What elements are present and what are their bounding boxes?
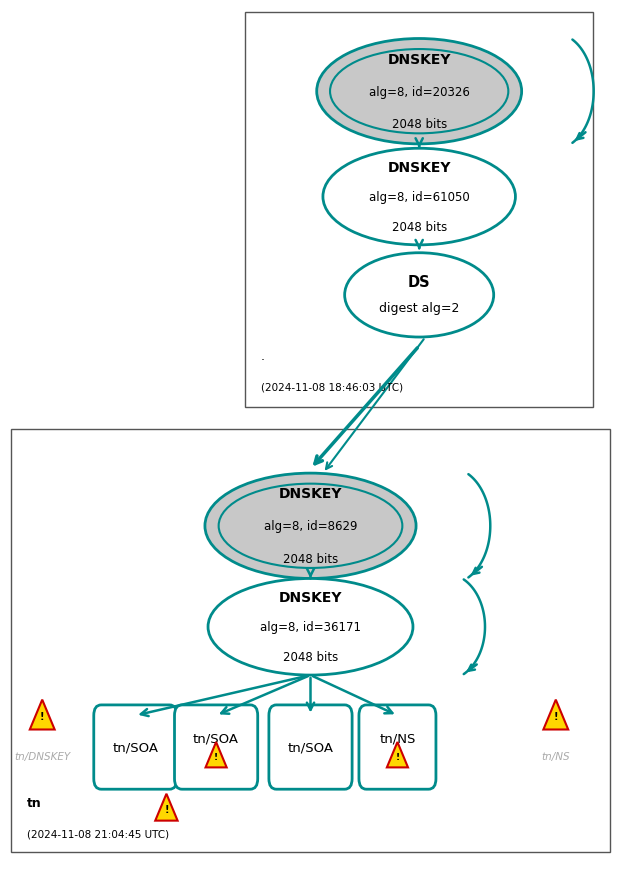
Text: 2048 bits: 2048 bits <box>283 651 338 664</box>
Text: alg=8, id=20326: alg=8, id=20326 <box>369 86 469 98</box>
Text: (2024-11-08 18:46:03 UTC): (2024-11-08 18:46:03 UTC) <box>261 382 403 392</box>
Polygon shape <box>543 700 568 730</box>
Ellipse shape <box>317 39 522 145</box>
Text: 2048 bits: 2048 bits <box>392 221 446 234</box>
Text: alg=8, id=8629: alg=8, id=8629 <box>264 520 357 532</box>
Polygon shape <box>387 742 408 767</box>
FancyBboxPatch shape <box>94 705 177 789</box>
Text: 2048 bits: 2048 bits <box>392 118 446 132</box>
FancyBboxPatch shape <box>11 430 610 852</box>
Polygon shape <box>206 742 227 767</box>
Ellipse shape <box>208 579 413 675</box>
Text: alg=8, id=36171: alg=8, id=36171 <box>260 621 361 633</box>
Text: 2048 bits: 2048 bits <box>283 553 338 566</box>
FancyBboxPatch shape <box>175 705 258 789</box>
Text: digest alg=2: digest alg=2 <box>379 302 460 315</box>
Text: tn/NS: tn/NS <box>542 751 570 760</box>
Text: !: ! <box>214 752 218 761</box>
Text: (2024-11-08 21:04:45 UTC): (2024-11-08 21:04:45 UTC) <box>27 829 169 838</box>
FancyBboxPatch shape <box>359 705 436 789</box>
Polygon shape <box>30 700 55 730</box>
FancyBboxPatch shape <box>245 13 593 408</box>
Text: !: ! <box>164 804 169 814</box>
Text: tn/SOA: tn/SOA <box>193 731 239 745</box>
Text: DNSKEY: DNSKEY <box>279 487 342 501</box>
Text: .: . <box>261 349 265 362</box>
Text: !: ! <box>553 711 558 722</box>
Ellipse shape <box>205 474 416 579</box>
Text: DS: DS <box>408 275 430 290</box>
Text: tn: tn <box>27 795 42 809</box>
Polygon shape <box>155 794 178 821</box>
Text: !: ! <box>396 752 399 761</box>
Text: tn/DNSKEY: tn/DNSKEY <box>14 751 70 760</box>
Text: alg=8, id=61050: alg=8, id=61050 <box>369 191 469 203</box>
Text: DNSKEY: DNSKEY <box>388 53 451 67</box>
Text: tn/SOA: tn/SOA <box>288 741 333 753</box>
Text: DNSKEY: DNSKEY <box>279 590 342 604</box>
Ellipse shape <box>345 253 494 338</box>
Text: DNSKEY: DNSKEY <box>388 160 451 175</box>
Text: tn/NS: tn/NS <box>379 731 415 745</box>
Text: !: ! <box>40 711 45 722</box>
Text: tn/SOA: tn/SOA <box>112 741 158 753</box>
Ellipse shape <box>323 149 515 246</box>
FancyBboxPatch shape <box>269 705 352 789</box>
